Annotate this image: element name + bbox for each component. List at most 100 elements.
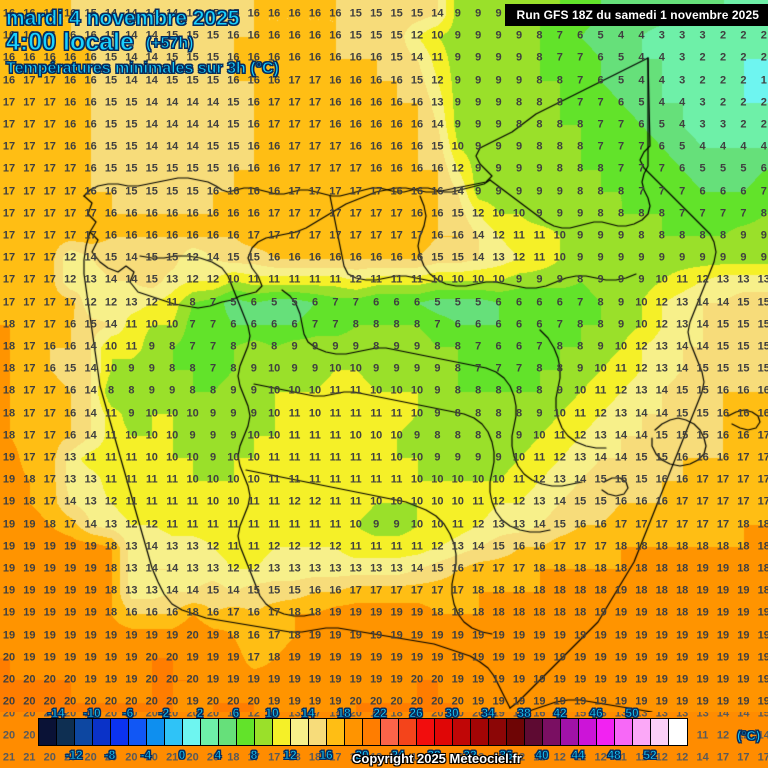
- grid-temperature-value: 8: [617, 207, 625, 220]
- grid-temperature-value: 17: [84, 207, 97, 220]
- grid-temperature-value: 16: [574, 518, 587, 531]
- legend-swatch[interactable]: [507, 719, 525, 745]
- grid-temperature-value: 10: [410, 473, 424, 486]
- grid-temperature-value: 19: [757, 695, 768, 708]
- grid-temperature-value: 16: [227, 74, 240, 87]
- grid-temperature-value: 11: [309, 473, 321, 486]
- grid-temperature-value: 9: [577, 229, 584, 242]
- grid-temperature-value: 8: [577, 162, 584, 175]
- grid-temperature-value: 19: [431, 629, 444, 642]
- grid-temperature-value: 9: [454, 29, 461, 42]
- grid-temperature-value: 20: [186, 629, 199, 642]
- legend-swatch[interactable]: [93, 719, 111, 745]
- legend-swatch[interactable]: [111, 719, 129, 745]
- grid-temperature-value: 19: [696, 584, 709, 597]
- grid-temperature-value: 19: [206, 673, 220, 686]
- legend-swatch[interactable]: [525, 719, 543, 745]
- grid-temperature-value: 6: [617, 96, 625, 109]
- grid-temperature-value: 9: [454, 451, 461, 464]
- grid-temperature-value: 13: [614, 407, 628, 420]
- legend-swatch[interactable]: [183, 719, 201, 745]
- grid-temperature-value: 6: [495, 318, 502, 331]
- legend-swatch[interactable]: [201, 719, 219, 745]
- grid-temperature-value: 12: [696, 273, 709, 286]
- legend-swatch[interactable]: [165, 719, 183, 745]
- legend-swatch[interactable]: [615, 719, 633, 745]
- grid-temperature-value: 14: [84, 384, 97, 397]
- grid-temperature-value: 19: [288, 651, 301, 664]
- grid-temperature-value: 12: [410, 29, 424, 42]
- grid-temperature-value: 9: [413, 340, 421, 353]
- legend-swatch[interactable]: [561, 719, 579, 745]
- grid-temperature-value: 8: [475, 429, 482, 442]
- legend-swatch[interactable]: [399, 719, 417, 745]
- grid-temperature-value: 8: [515, 384, 523, 397]
- grid-temperature-value: 8: [515, 96, 523, 109]
- grid-temperature-value: 9: [230, 429, 237, 442]
- legend-swatch[interactable]: [273, 719, 291, 745]
- color-scale-legend[interactable]: 20 20 20 20 20 20 20 20 20 20 20 19 12 15 13 17 19 20 19 18…: [0, 706, 768, 768]
- grid-temperature-value: 14: [696, 340, 709, 353]
- legend-swatch[interactable]: [435, 719, 453, 745]
- grid-temperature-value: 6: [658, 140, 665, 153]
- grid-temperature-value: 15: [268, 584, 281, 597]
- legend-swatch[interactable]: [633, 719, 651, 745]
- legend-swatch[interactable]: [237, 719, 255, 745]
- legend-swatch[interactable]: [489, 719, 507, 745]
- grid-temperature-value: 9: [454, 74, 461, 87]
- grid-temperature-value: 17: [43, 185, 56, 198]
- legend-swatch[interactable]: [75, 719, 93, 745]
- legend-swatch[interactable]: [129, 719, 147, 745]
- grid-temperature-value: 10: [410, 451, 424, 464]
- legend-swatch[interactable]: [309, 719, 327, 745]
- legend-swatch[interactable]: [381, 719, 399, 745]
- grid-temperature-value: 16: [390, 251, 403, 264]
- legend-swatch[interactable]: [597, 719, 615, 745]
- grid-temperature-value: 13: [308, 562, 322, 575]
- grid-temperature-value: 17: [43, 162, 56, 175]
- grid-temperature-value: 19: [614, 651, 628, 664]
- legend-swatch[interactable]: [453, 719, 471, 745]
- grid-temperature-value: 19: [512, 695, 526, 708]
- legend-swatch[interactable]: [651, 719, 669, 745]
- legend-swatch[interactable]: [471, 719, 489, 745]
- grid-temperature-value: 19: [349, 606, 362, 619]
- grid-temperature-value: 9: [148, 340, 155, 353]
- legend-swatch[interactable]: [255, 719, 273, 745]
- legend-swatch[interactable]: [669, 719, 687, 745]
- legend-color-bar[interactable]: [38, 718, 688, 746]
- temperature-map[interactable]: 16 16 16 16 15 14 14 14 14 14 15 15 16 16 16 16 16 15 15 15…: [0, 0, 768, 712]
- legend-background-value: 12: [737, 729, 750, 742]
- legend-tick-label: -14: [47, 706, 65, 721]
- grid-temperature-value: 9: [515, 185, 523, 198]
- legend-swatch[interactable]: [345, 719, 363, 745]
- legend-swatch[interactable]: [291, 719, 309, 745]
- grid-temperature-value: 9: [495, 451, 502, 464]
- legend-swatch[interactable]: [363, 719, 381, 745]
- grid-temperature-value: 19: [186, 651, 199, 664]
- grid-temperature-value: 13: [84, 273, 97, 286]
- legend-swatch[interactable]: [327, 719, 345, 745]
- grid-temperature-value: 10: [288, 384, 301, 397]
- grid-temperature-value: 11: [186, 518, 199, 531]
- legend-swatch[interactable]: [579, 719, 597, 745]
- grid-temperature-value: 16: [370, 51, 383, 64]
- grid-temperature-value: 10: [655, 273, 668, 286]
- legend-swatch[interactable]: [543, 719, 561, 745]
- grid-temperature-value: 17: [43, 451, 56, 464]
- grid-temperature-value: 13: [125, 296, 138, 309]
- legend-swatch[interactable]: [147, 719, 165, 745]
- grid-temperature-value: 11: [309, 451, 321, 464]
- grid-temperature-value: 17: [349, 185, 362, 198]
- grid-temperature-value: 15: [716, 362, 730, 375]
- legend-swatch[interactable]: [39, 719, 57, 745]
- grid-temperature-value: 9: [760, 229, 767, 242]
- legend-swatch[interactable]: [417, 719, 435, 745]
- legend-swatch[interactable]: [57, 719, 75, 745]
- grid-temperature-value: 11: [390, 407, 403, 420]
- legend-swatch[interactable]: [219, 719, 237, 745]
- grid-temperature-value: 15: [186, 29, 199, 42]
- grid-temperature-value: 16: [390, 140, 403, 153]
- grid-temperature-value: 15: [716, 318, 730, 331]
